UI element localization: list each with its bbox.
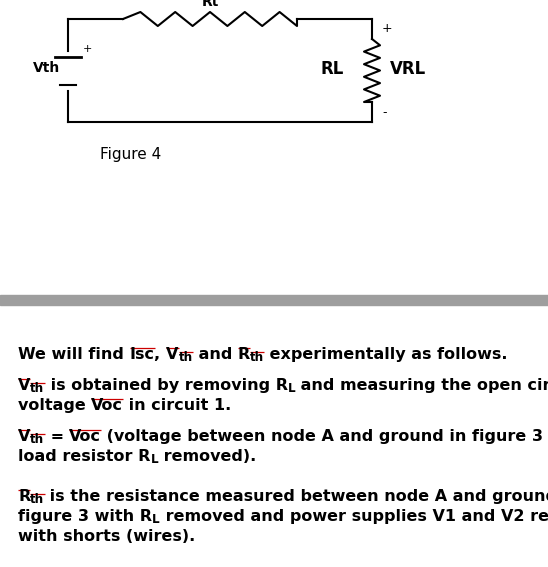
- Text: with shorts (wires).: with shorts (wires).: [18, 529, 195, 544]
- Text: Vth: Vth: [33, 61, 60, 75]
- Bar: [0, 295, 548, 305]
- Text: and: and: [193, 347, 238, 362]
- Text: Figure 4: Figure 4: [100, 147, 161, 162]
- Text: is the resistance measured between node A and ground in: is the resistance measured between node …: [44, 489, 548, 504]
- Text: Voc: Voc: [70, 429, 101, 444]
- Text: ,: ,: [155, 347, 166, 362]
- Text: We will find: We will find: [18, 347, 129, 362]
- Text: voltage: voltage: [18, 398, 92, 413]
- Text: load resistor R: load resistor R: [18, 449, 150, 464]
- Text: V: V: [18, 378, 30, 393]
- Text: th: th: [30, 493, 44, 506]
- Text: th: th: [250, 351, 264, 364]
- Text: L: L: [150, 453, 158, 466]
- Text: th: th: [30, 433, 44, 446]
- Text: V: V: [18, 429, 30, 444]
- Text: L: L: [152, 513, 159, 526]
- Text: =: =: [44, 429, 70, 444]
- Text: th: th: [179, 351, 193, 364]
- Text: (voltage between node A and ground in figure 3 with: (voltage between node A and ground in fi…: [101, 429, 548, 444]
- Text: experimentally as follows.: experimentally as follows.: [264, 347, 508, 362]
- Text: V: V: [166, 347, 179, 362]
- Text: Voc: Voc: [92, 398, 123, 413]
- Text: VRL: VRL: [390, 60, 426, 78]
- Text: removed).: removed).: [158, 449, 256, 464]
- Text: Rt: Rt: [202, 0, 219, 9]
- Text: R: R: [18, 489, 30, 504]
- Text: Isc: Isc: [129, 347, 155, 362]
- Text: RL: RL: [321, 60, 344, 78]
- Text: figure 3 with R: figure 3 with R: [18, 509, 152, 524]
- Text: th: th: [30, 382, 44, 395]
- Text: L: L: [288, 382, 295, 395]
- Text: +: +: [382, 22, 392, 35]
- Text: +: +: [83, 44, 93, 53]
- Text: -: -: [382, 106, 386, 119]
- Text: removed and power supplies V1 and V2 replaced: removed and power supplies V1 and V2 rep…: [159, 509, 548, 524]
- Text: is obtained by removing R: is obtained by removing R: [44, 378, 288, 393]
- Text: in circuit 1.: in circuit 1.: [123, 398, 232, 413]
- Text: and measuring the open circuit: and measuring the open circuit: [295, 378, 548, 393]
- Text: R: R: [238, 347, 250, 362]
